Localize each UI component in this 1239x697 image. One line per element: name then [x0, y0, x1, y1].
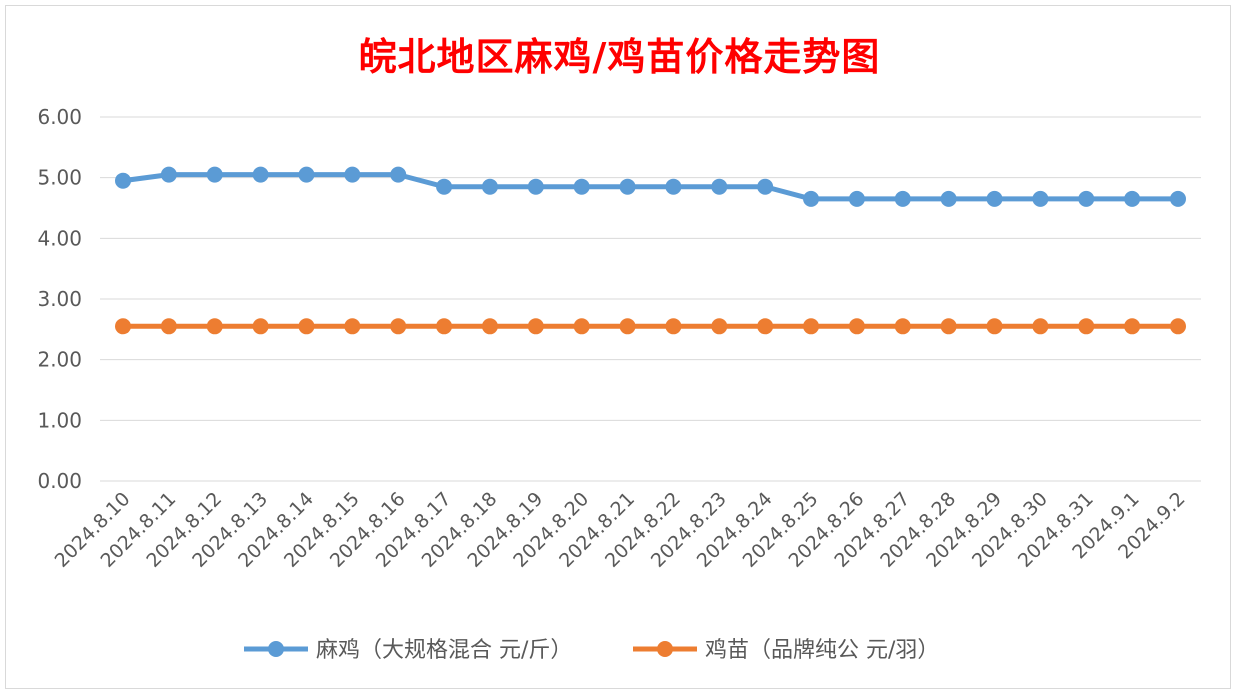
- series-2-point: [894, 318, 911, 335]
- y-tick-label: 4.00: [37, 226, 82, 250]
- series-2-point: [940, 318, 957, 335]
- series-1-point: [1124, 190, 1141, 207]
- gridlines: [100, 116, 1201, 482]
- series-1-point: [252, 166, 269, 183]
- series-2-point: [298, 318, 315, 335]
- y-tick-label: 0.00: [37, 469, 82, 493]
- y-tick-label: 5.00: [37, 166, 82, 190]
- series-1-point: [1170, 190, 1186, 207]
- chart-title: 皖北地区麻鸡/鸡苗价格走势图: [358, 34, 881, 79]
- series-1-point: [665, 178, 682, 195]
- series-2-point: [344, 318, 361, 335]
- series-2-point: [711, 318, 728, 335]
- legend: 麻鸡（大规格混合 元/斤） 鸡苗（品牌纯公 元/羽）: [244, 638, 939, 663]
- y-tick-label: 2.00: [37, 348, 82, 372]
- series-1-point: [757, 178, 774, 195]
- series-1-point: [894, 190, 911, 207]
- series-1-point: [206, 166, 223, 183]
- y-axis-ticks: 0.00 1.00 2.00 3.00 4.00 5.00 6.00: [37, 105, 82, 493]
- series-1-point: [527, 178, 544, 195]
- series-2-point: [986, 318, 1003, 335]
- series-1-point: [619, 178, 636, 195]
- series-2-point: [1032, 318, 1049, 335]
- series-1-point: [940, 190, 957, 207]
- legend-swatch-marker: [657, 641, 673, 657]
- series-2-point: [1124, 318, 1141, 335]
- legend-swatch-marker: [268, 641, 284, 657]
- series-line-1: [120, 172, 1181, 202]
- legend-label: 麻鸡（大规格混合 元/斤）: [316, 638, 572, 663]
- series-2-point: [619, 318, 636, 335]
- series-1-point: [986, 190, 1003, 207]
- series-2-point: [665, 318, 682, 335]
- series-2-point: [1170, 318, 1186, 335]
- series-group: [115, 166, 1186, 335]
- x-axis-ticks: 2024.8.102024.8.112024.8.122024.8.132024…: [51, 488, 1190, 572]
- series-1-point: [1078, 190, 1095, 207]
- series-1-point: [848, 190, 865, 207]
- series-2-point: [160, 318, 177, 335]
- series-1-point: [803, 190, 820, 207]
- series-2-point: [757, 318, 774, 335]
- series-1-point: [481, 178, 498, 195]
- series-2-point: [573, 318, 590, 335]
- series-2-point: [848, 318, 865, 335]
- series-1-point: [115, 172, 131, 189]
- y-tick-label: 6.00: [37, 105, 82, 129]
- series-2-point: [390, 318, 407, 335]
- series-2-point: [115, 318, 131, 335]
- series-1-point: [436, 178, 453, 195]
- legend-label: 鸡苗（品牌纯公 元/羽）: [705, 638, 939, 663]
- series-1-point: [711, 178, 728, 195]
- series-1-point: [344, 166, 361, 183]
- series-1-point: [298, 166, 315, 183]
- series-1-point: [1032, 190, 1049, 207]
- series-2-point: [206, 318, 223, 335]
- series-1-point: [573, 178, 590, 195]
- y-tick-label: 1.00: [37, 408, 82, 432]
- series-2-point: [252, 318, 269, 335]
- series-2-point: [527, 318, 544, 335]
- series-2-point: [436, 318, 453, 335]
- series-2-point: [803, 318, 820, 335]
- series-1-point: [160, 166, 177, 183]
- chart-frame: [5, 5, 1231, 689]
- series-1-point: [390, 166, 407, 183]
- series-2-point: [481, 318, 498, 335]
- y-tick-label: 3.00: [37, 287, 82, 311]
- series-2-point: [1078, 318, 1095, 335]
